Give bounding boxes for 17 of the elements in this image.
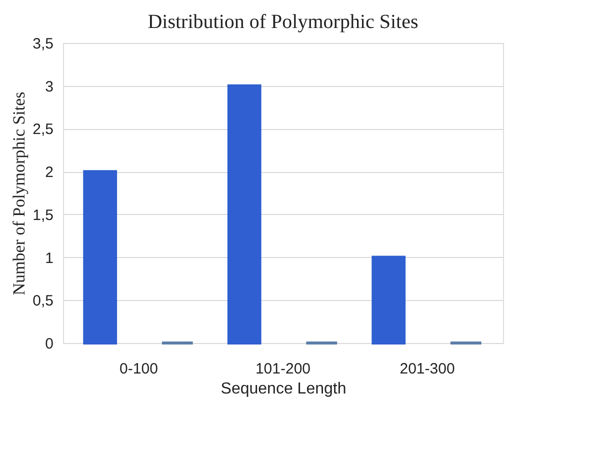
y-axis-title: Number of Polymorphic Sites bbox=[10, 92, 29, 296]
y-tick-label: 1 bbox=[45, 250, 54, 267]
x-tick-label: 0-100 bbox=[120, 360, 158, 378]
bar bbox=[83, 170, 118, 344]
y-tick-label: 1,5 bbox=[32, 206, 54, 224]
y-tick-label: 3 bbox=[45, 78, 54, 96]
y-tick-label: 0 bbox=[45, 336, 54, 352]
y-tick-label: 2,5 bbox=[32, 121, 54, 138]
y-tick-label: 0,5 bbox=[32, 292, 54, 310]
bar bbox=[372, 256, 406, 344]
chart-title: Distribution of Polymorphic Sites bbox=[148, 11, 418, 33]
x-tick-label: 201-300 bbox=[400, 360, 455, 378]
x-axis-title: Sequence Length bbox=[220, 380, 346, 398]
x-tick-label: 101-200 bbox=[255, 360, 311, 378]
bar bbox=[227, 84, 262, 344]
y-tick-label: 2 bbox=[45, 164, 54, 182]
y-tick-label: 3,5 bbox=[32, 36, 54, 52]
